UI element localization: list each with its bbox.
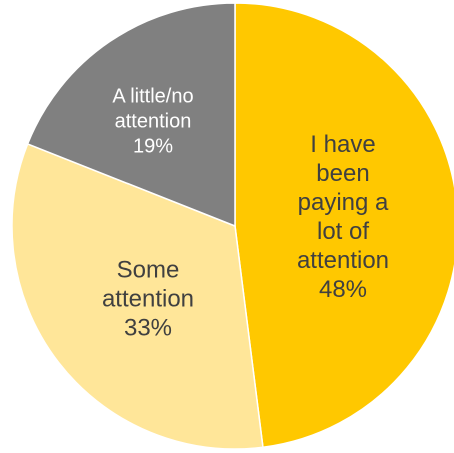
pie-slice-1 <box>11 142 264 450</box>
pie-slice-0 <box>234 2 454 449</box>
pie-slice-2 <box>26 2 236 228</box>
pie-slice-label-line: paying a <box>298 189 389 216</box>
pie-slice-label-line: A little/no <box>112 85 193 107</box>
pie-labels: I have been paying a lot of attention 48%Some… <box>102 85 389 341</box>
pie-slice-value-label: 19% <box>133 135 173 157</box>
pie-slice-label-line: been <box>316 160 369 187</box>
pie-slice-value-label: 33% <box>124 314 172 341</box>
pie-slice-label-line: attention <box>102 285 194 312</box>
pie-slice-label-line: lot of <box>317 218 369 245</box>
pie-slice-label-1: Some attention 33% <box>102 256 194 341</box>
pie-slice-label-line: attention <box>115 110 192 132</box>
pie-slices <box>11 2 454 450</box>
pie-slice-value-label: 48% <box>319 276 367 303</box>
pie-slice-label-2: A little/no attention 19% <box>112 85 193 157</box>
pie-slice-label-line: I have <box>310 131 375 158</box>
pie-slice-label-line: attention <box>297 247 389 274</box>
pie-slice-label-0: I have been paying a lot of attention 48% <box>297 131 389 303</box>
pie-slice-label-line: Some <box>117 256 180 283</box>
